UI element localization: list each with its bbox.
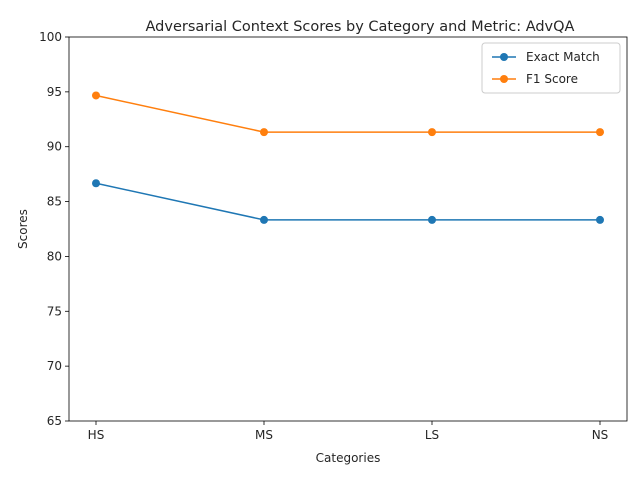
x-axis-label: Categories xyxy=(316,451,381,465)
y-tick-label: 100 xyxy=(39,30,62,44)
y-tick-label: 65 xyxy=(47,414,62,428)
plot-frame xyxy=(68,36,628,422)
series-line-f1-score xyxy=(95,94,600,133)
plot-area xyxy=(69,37,627,421)
data-point-f1-score xyxy=(428,128,436,137)
data-point-f1-score xyxy=(260,128,268,137)
y-tick-label: 95 xyxy=(47,85,62,99)
x-tick-label: MS xyxy=(255,428,273,442)
y-axis-ticks: 65 70 75 80 85 90 95 100 xyxy=(39,30,69,428)
y-tick-label: 80 xyxy=(47,249,62,263)
data-point-exact-match xyxy=(596,215,604,224)
legend-label: F1 Score xyxy=(526,72,578,86)
data-point-f1-score xyxy=(92,91,100,100)
data-point-f1-score xyxy=(596,128,604,137)
y-tick-label: 75 xyxy=(47,304,62,318)
x-tick-label: HS xyxy=(88,428,105,442)
x-tick-label: LS xyxy=(425,428,439,442)
legend: Exact Match F1 Score xyxy=(481,42,621,94)
x-tick-label: NS xyxy=(592,428,609,442)
legend-box xyxy=(481,42,621,94)
y-tick-label: 85 xyxy=(47,195,62,209)
plot-layer xyxy=(92,91,604,224)
data-point-exact-match xyxy=(260,215,268,224)
legend-marker xyxy=(500,53,508,61)
x-axis-ticks: HS MS LS NS xyxy=(88,421,609,442)
data-point-exact-match xyxy=(92,179,100,188)
chart-title: Adversarial Context Scores by Category a… xyxy=(146,19,575,35)
legend-marker xyxy=(500,75,508,83)
data-point-exact-match xyxy=(428,215,436,224)
y-axis-label: Scores xyxy=(16,209,30,249)
series-line-exact-match xyxy=(95,182,600,221)
y-tick-label: 90 xyxy=(47,140,62,154)
legend-label: Exact Match xyxy=(526,50,600,64)
y-tick-label: 70 xyxy=(47,359,62,373)
